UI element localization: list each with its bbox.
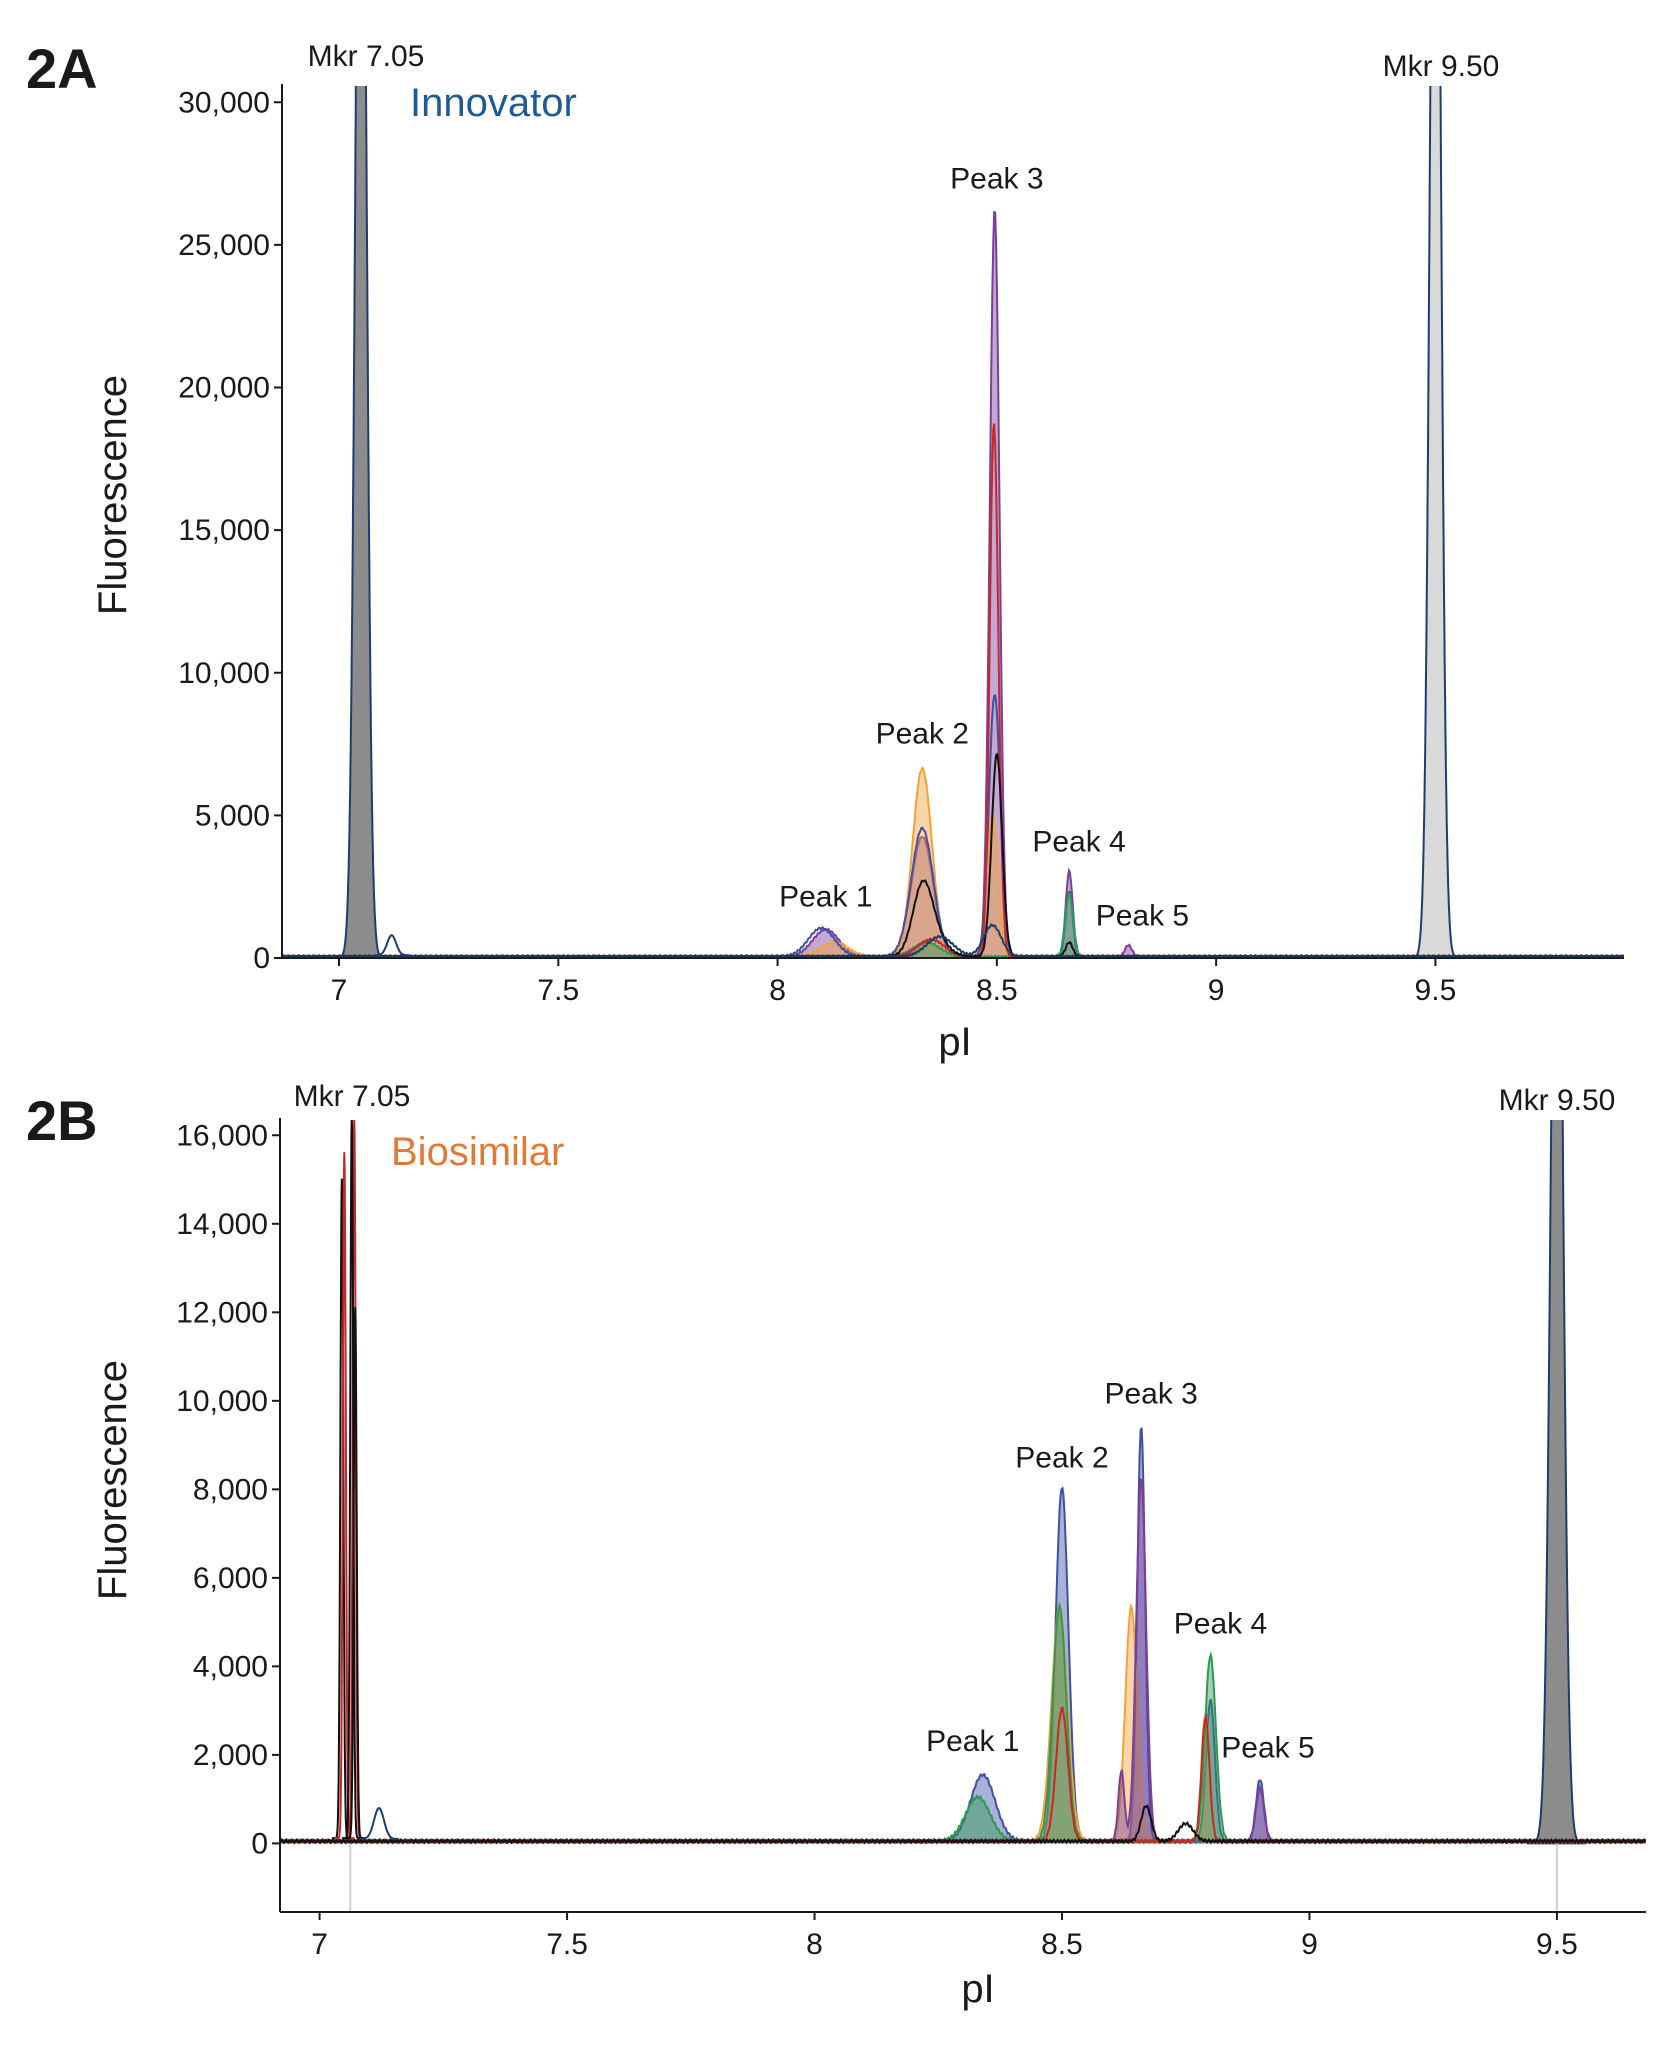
marker-label-9-50: Mkr 9.50	[1383, 50, 1500, 83]
x-tick-label: 7.5	[537, 974, 579, 1007]
x-axis-title-a: pI	[938, 1020, 971, 1064]
marker-spike-1	[334, 1152, 355, 1840]
innovator-label: Innovator	[410, 81, 577, 125]
minor-peak	[374, 934, 410, 957]
peak-label-4: Peak 4	[1032, 826, 1125, 859]
marker-spike-3	[341, 1120, 362, 1840]
x-tick-label: 8.5	[1041, 1928, 1083, 1961]
peak-label-3: Peak 3	[1104, 1377, 1197, 1410]
minor-peak	[359, 1806, 399, 1840]
marker-peak-1	[1409, 86, 1462, 958]
peak-label-2: Peak 2	[876, 718, 969, 751]
y-tick-label: 10,000	[178, 657, 270, 690]
marker-peak-0	[334, 86, 388, 958]
panel-2a: 2A Mkr 7.05 Mkr 9.50 Innovator pI Fluore…	[26, 37, 1624, 1064]
y-tick-label: 30,000	[178, 86, 270, 119]
y-tick-label: 14,000	[176, 1208, 268, 1241]
series-line-green	[280, 1601, 1646, 1845]
y-tick-label: 4,000	[193, 1650, 268, 1683]
y-axis-title-b: Fluorescence	[91, 1360, 135, 1600]
marker-label-7-05-b: Mkr 7.05	[294, 1080, 411, 1113]
y-tick-label: 20,000	[178, 372, 270, 405]
x-tick-label: 7.5	[546, 1928, 588, 1961]
series-fill-purple	[280, 1479, 1646, 1844]
x-tick-label: 7	[311, 1928, 328, 1961]
x-tick-label: 9	[1208, 974, 1225, 1007]
peak-label-2: Peak 2	[1015, 1441, 1108, 1474]
y-tick-label: 12,000	[176, 1296, 268, 1329]
biosimilar-label: Biosimilar	[391, 1130, 564, 1174]
y-tick-label: 16,000	[176, 1119, 268, 1152]
series-line-purple	[280, 1478, 1646, 1845]
y-tick-label: 0	[251, 1827, 268, 1860]
marker-label-9-50-b: Mkr 9.50	[1499, 1084, 1616, 1117]
peak-label-1: Peak 1	[926, 1725, 1019, 1758]
y-tick-label: 6,000	[193, 1562, 268, 1595]
y-tick-label: 0	[253, 942, 270, 975]
marker-peak-1	[1527, 1120, 1587, 1845]
series-line-black	[280, 1804, 1646, 1845]
peak-label-4: Peak 4	[1174, 1608, 1267, 1641]
plot-area-2b: 0 2,000 4,000 6,000 8,000 10,000 12,000 14,000 1…	[176, 1118, 1646, 1961]
panel-2b: 2B Mkr 7.05 Mkr 9.50 Biosimilar pI Fluor…	[26, 1080, 1646, 2011]
peak-label-5: Peak 5	[1096, 900, 1189, 933]
y-tick-label: 25,000	[178, 229, 270, 262]
peak-label-1: Peak 1	[779, 880, 872, 913]
x-tick-label: 9	[1301, 1928, 1318, 1961]
y-tick-label: 2,000	[193, 1739, 268, 1772]
y-axis-title-a: Fluorescence	[91, 375, 135, 615]
plot-area-2a: 0 5,000 10,000 15,000 20,000 25,000 30,000 7 7.5…	[178, 84, 1624, 1007]
series-line-blue	[280, 1427, 1646, 1845]
x-tick-label: 9.5	[1536, 1928, 1578, 1961]
x-tick-label: 8.5	[976, 974, 1018, 1007]
y-tick-label: 15,000	[178, 514, 270, 547]
x-axis-title-b: pI	[961, 1967, 994, 2011]
panel-id-2b: 2B	[26, 1089, 98, 1152]
x-tick-label: 7	[331, 974, 348, 1007]
y-tick-label: 10,000	[176, 1385, 268, 1418]
marker-label-7-05: Mkr 7.05	[308, 40, 425, 73]
x-tick-label: 8	[769, 974, 786, 1007]
peak-label-5: Peak 5	[1221, 1731, 1314, 1764]
y-tick-label: 5,000	[195, 799, 270, 832]
panel-id-2a: 2A	[26, 37, 98, 100]
x-tick-label: 9.5	[1415, 974, 1457, 1007]
peak-label-3: Peak 3	[950, 163, 1043, 196]
x-tick-label: 8	[806, 1928, 823, 1961]
y-tick-label: 8,000	[193, 1473, 268, 1506]
series-fill-blue	[280, 1427, 1646, 1844]
